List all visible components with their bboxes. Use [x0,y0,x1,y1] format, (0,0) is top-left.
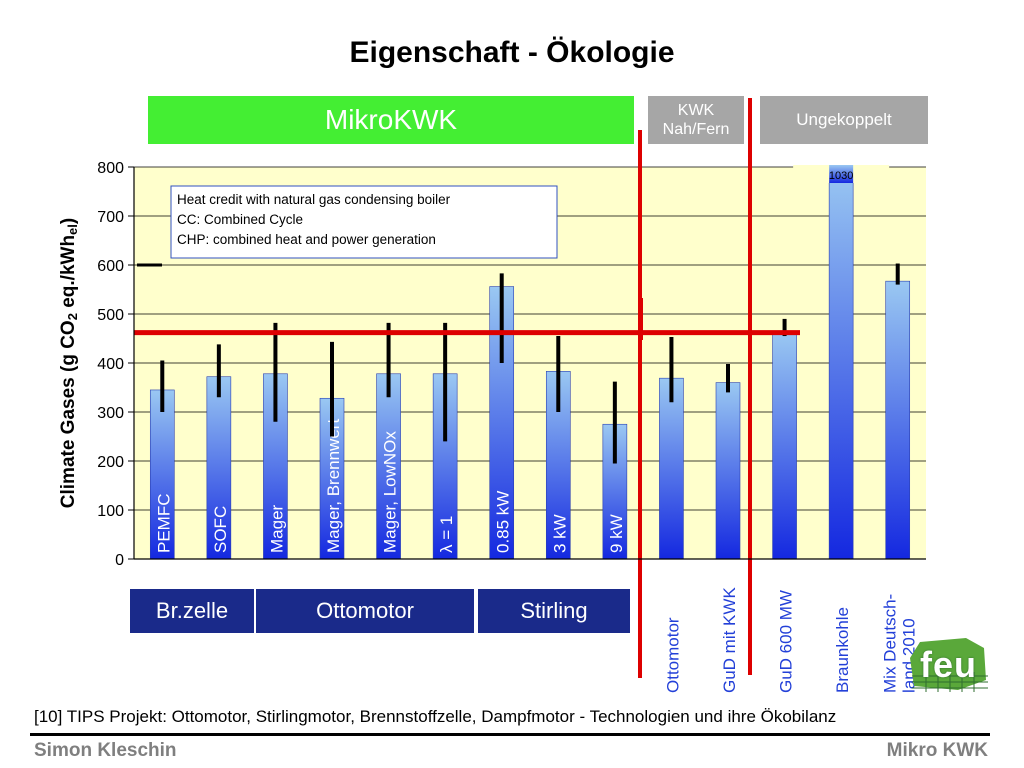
bar[interactable] [885,280,911,560]
y-tick-label: 400 [97,356,124,373]
category-label: Braunkohle [833,607,852,693]
bar-label: λ = 1 [437,516,456,553]
legend-line: Heat credit with natural gas condensing … [177,192,451,207]
bar[interactable] [149,389,175,560]
footer-author: Simon Kleschin [34,740,177,761]
band-stirling: Stirling [478,589,630,633]
value-label: 1030 [829,170,853,182]
bar-break [829,165,854,183]
y-tick-label: 100 [97,503,124,520]
bar[interactable] [659,377,684,560]
slide-title: Eigenschaft - Ökologie [349,36,675,69]
y-tick-label: 0 [115,552,124,569]
y-tick-label: 800 [97,160,124,177]
footer-topic: Mikro KWK [886,740,988,761]
band-mikrokwk: MikroKWK [148,96,634,144]
bar-label: 3 kW [550,514,569,553]
band-br-zelle: Br.zelle [130,589,254,633]
bar-label: Mager, LowNOx [381,431,400,553]
logo-text: feu [920,644,977,685]
category-label: Ottomotor [663,617,682,693]
bar[interactable] [206,376,232,560]
bar-label: Mager [267,504,286,553]
legend-box [170,185,558,259]
feu-logo: feu [906,636,990,694]
bar[interactable] [772,332,797,560]
bar-label: 9 kW [607,514,626,553]
bar[interactable] [828,166,854,560]
band-kwk-nah-fern: KWK Nah/Fern [648,96,744,144]
footer-divider [30,733,990,736]
y-tick-label: 300 [97,405,124,422]
bar[interactable] [376,373,401,560]
category-label: GuD 600 MW [777,590,796,693]
bar-label: 0.85 kW [494,491,513,553]
band-ottomotor: Ottomotor [256,589,474,633]
y-tick-label: 200 [97,454,124,471]
bar-label: PEMFC [154,494,173,554]
bar[interactable] [715,382,741,560]
legend-line: CHP: combined heat and power generation [177,232,436,247]
bar-label: SOFC [211,506,230,553]
y-tick-label: 700 [97,209,124,226]
bar-label: Mager, Brennwert [324,419,343,553]
y-axis-label: Climate Gases (g CO2 eq./kWhel) [58,218,80,508]
legend-line: CC: Combined Cycle [177,212,303,227]
category-label: GuD mit KWK [720,587,739,693]
citation: [10] TIPS Projekt: Ottomotor, Stirlingmo… [34,707,837,726]
y-tick-label: 600 [97,258,124,275]
band-ungekoppelt: Ungekoppelt [760,96,928,144]
y-tick-label: 500 [97,307,124,324]
